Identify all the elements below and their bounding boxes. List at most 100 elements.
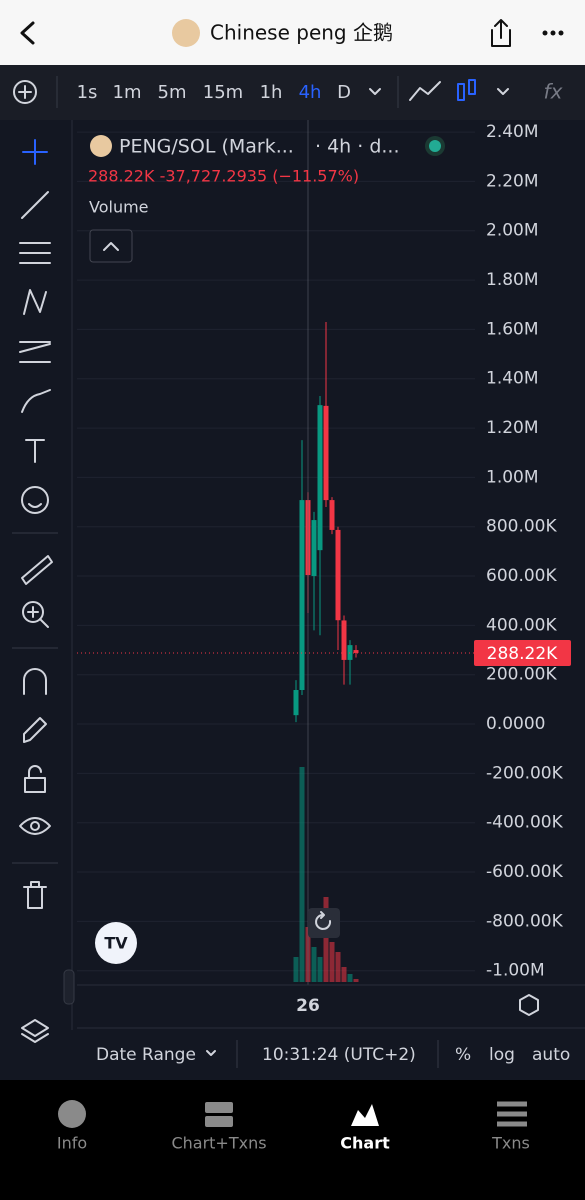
legend-study: Volume <box>89 198 149 217</box>
y-tick-label: 2.40M <box>486 122 539 142</box>
line-style-button[interactable] <box>409 81 441 101</box>
volume-bar <box>329 942 335 982</box>
visibility-tool[interactable] <box>19 817 51 835</box>
legend-details: · 4h · d... <box>315 136 400 158</box>
tab-label[interactable]: Chart+Txns <box>171 1134 266 1153</box>
last-price-label: 288.22K <box>487 644 558 664</box>
candle-body <box>317 405 323 551</box>
interval-button[interactable]: 1m <box>113 82 142 103</box>
more-button[interactable] <box>542 30 564 36</box>
drawing-tools <box>12 139 58 1043</box>
interval-button[interactable]: 15m <box>203 82 243 103</box>
legend-quote: 288.22K -37,727.2935 (−11.57%) <box>88 167 359 186</box>
token-avatar <box>172 19 200 47</box>
interval-button[interactable]: 1h <box>260 82 283 103</box>
y-tick-label: 800.00K <box>486 517 557 537</box>
candle-body <box>335 529 341 621</box>
candle-body <box>341 620 347 660</box>
chart: 2.40M 2.20M 2.00M 1.80M 1.60M 1.40M 1.20M 1.00M… <box>77 122 571 1016</box>
y-tick-label: 1.80M <box>486 270 539 290</box>
info-icon <box>58 1100 86 1128</box>
y-tick-label: 600.00K <box>486 566 557 586</box>
chart-toolbar <box>0 65 585 120</box>
volume-bar <box>311 947 317 982</box>
interval-dropdown[interactable] <box>369 88 381 95</box>
formula-button[interactable]: fx <box>544 80 563 104</box>
fib-tool[interactable] <box>19 242 51 264</box>
tradingview-logo[interactable] <box>95 922 137 964</box>
delete-tool[interactable] <box>23 881 47 909</box>
add-indicator[interactable] <box>13 80 37 104</box>
ruler-tool[interactable] <box>21 555 53 585</box>
tab-label[interactable]: Txns <box>491 1134 530 1153</box>
candle-body <box>311 520 317 577</box>
volume-bar <box>353 979 359 982</box>
collapse-legend[interactable] <box>89 229 133 263</box>
interval-button[interactable]: D <box>337 82 351 103</box>
candle-body <box>293 690 299 716</box>
zoom-tool[interactable] <box>22 601 49 628</box>
log-toggle[interactable]: log <box>489 1045 515 1065</box>
volume-bar <box>341 967 347 982</box>
interval-button[interactable]: 5m <box>158 82 187 103</box>
y-tick-label: -200.00K <box>486 763 564 783</box>
chart-txns-icon <box>205 1102 233 1113</box>
x-tick-label: 26 <box>296 996 320 1016</box>
unlock-tool[interactable] <box>24 765 46 793</box>
logo-mark: TV <box>104 934 128 953</box>
date-range[interactable]: Date Range <box>96 1045 196 1065</box>
reset-button[interactable] <box>308 908 340 938</box>
symbol-avatar <box>90 135 112 157</box>
y-tick-label: 2.20M <box>486 171 539 191</box>
y-tick-label: 0.0000 <box>486 714 545 734</box>
y-tick-label: -400.00K <box>486 813 564 833</box>
magnet-tool[interactable] <box>23 668 47 695</box>
layers-button[interactable] <box>21 1019 49 1043</box>
trend-line-tool[interactable] <box>21 191 49 219</box>
candle-body <box>299 500 305 691</box>
volume-bar <box>335 952 341 982</box>
y-tick-label: 2.00M <box>486 221 539 241</box>
style-dropdown[interactable] <box>497 88 509 95</box>
y-tick-label: 1.40M <box>486 369 539 389</box>
panel-toggle[interactable] <box>63 969 75 1005</box>
volume-bar <box>293 957 299 982</box>
chart-icon <box>351 1104 379 1126</box>
volume-bar <box>299 767 305 982</box>
text-tool[interactable] <box>25 439 45 463</box>
tab-label[interactable]: Info <box>57 1134 87 1153</box>
projection-tool[interactable] <box>19 341 51 363</box>
candle-body <box>353 650 359 653</box>
y-tick-label: 1.60M <box>486 319 539 339</box>
status-dot <box>429 140 441 152</box>
txns-icon <box>497 1101 527 1127</box>
share-button[interactable] <box>491 19 511 47</box>
volume-bar <box>323 897 329 982</box>
y-tick-label: 1.20M <box>486 418 539 438</box>
collapse-icon <box>103 242 119 251</box>
y-tick-label: 1.00M <box>486 467 539 487</box>
tab-label[interactable]: Chart <box>340 1134 390 1153</box>
tab-icons <box>58 1100 527 1128</box>
date-range-caret <box>206 1050 216 1056</box>
interval-button[interactable]: 1s <box>77 82 98 103</box>
back-button[interactable] <box>20 21 35 45</box>
volume-bar <box>347 974 353 982</box>
y-tick-label: 200.00K <box>486 665 557 685</box>
candle-style-button[interactable] <box>457 79 476 101</box>
settings-button[interactable] <box>519 994 539 1016</box>
emoji-tool[interactable] <box>21 486 49 514</box>
page-title: Chinese peng 企鹅 <box>210 21 393 45</box>
auto-toggle[interactable]: auto <box>532 1045 570 1065</box>
tab-bar <box>0 1080 585 1200</box>
volume-bar <box>317 957 323 982</box>
pattern-tool[interactable] <box>23 289 47 315</box>
crosshair-tool[interactable] <box>22 139 48 165</box>
clock: 10:31:24 (UTC+2) <box>262 1045 416 1065</box>
brush-tool[interactable] <box>21 389 51 413</box>
interval-button[interactable]: 4h <box>299 82 322 103</box>
candle-body <box>323 405 329 501</box>
lock-drawings-tool[interactable] <box>23 717 47 743</box>
percent-toggle[interactable]: % <box>455 1045 471 1065</box>
